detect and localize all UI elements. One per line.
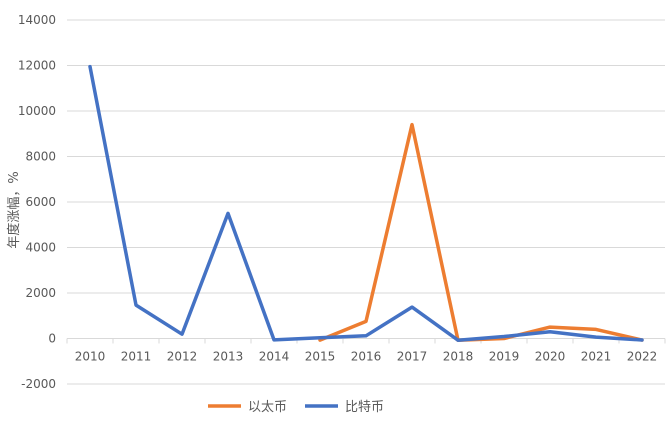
y-axis-ticks: -2000 0 2000 4000 6000 8000 10000 12000 14000 [18,13,56,391]
x-tick-label: 2012 [167,350,198,364]
x-tick-label: 2014 [259,350,290,364]
y-axis-label: 年度涨幅，% [6,171,22,248]
gridlines [67,19,665,385]
y-tick-label: 10000 [18,104,56,118]
legend-label-1: 比特币 [345,400,384,415]
y-tick-label: 8000 [25,150,56,164]
legend: 以太币 比特币 [208,400,384,415]
x-tick-label: 2015 [305,350,336,364]
y-tick-label: -2000 [21,377,56,391]
series-line-1 [88,64,644,342]
x-axis-ticks: 2010 2011 2012 2013 2014 2015 2016 2017 2018 2019… [66,338,666,364]
y-tick-label: 14000 [18,13,56,27]
x-tick-label: 2017 [397,350,428,364]
legend-label-0: 以太币 [248,400,287,415]
x-tick-label: 2016 [351,350,382,364]
x-tick-label: 2022 [627,350,658,364]
series-lines [88,64,644,343]
x-tick-label: 2013 [213,350,244,364]
x-tick-label: 2010 [75,350,106,364]
x-tick-label: 2020 [535,350,566,364]
y-tick-label: 12000 [18,59,56,73]
x-tick-label: 2011 [121,350,152,364]
y-tick-label: 2000 [25,286,56,300]
y-tick-label: 6000 [25,195,56,209]
x-tick-label: 2019 [489,350,520,364]
x-tick-label: 2018 [443,350,474,364]
y-tick-label: 0 [48,332,56,346]
y-tick-label: 4000 [25,241,56,255]
x-tick-label: 2021 [581,350,612,364]
